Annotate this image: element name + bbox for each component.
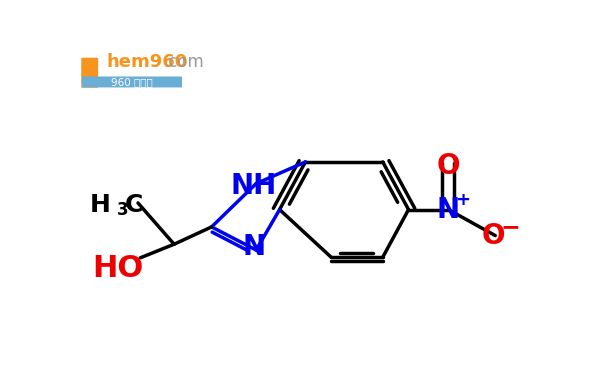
Text: HO: HO: [92, 254, 143, 283]
Text: O: O: [481, 222, 505, 250]
Text: hem960: hem960: [106, 53, 188, 71]
Text: NH: NH: [231, 172, 277, 201]
FancyBboxPatch shape: [82, 76, 182, 87]
Text: 3: 3: [116, 201, 128, 219]
FancyBboxPatch shape: [81, 58, 98, 88]
Text: N: N: [437, 196, 460, 223]
Text: .com: .com: [163, 53, 204, 71]
Text: N: N: [242, 233, 266, 261]
Text: −: −: [501, 215, 521, 239]
Text: C: C: [125, 193, 143, 217]
Text: +: +: [455, 191, 470, 209]
Text: 960 化工网: 960 化工网: [111, 77, 153, 87]
Text: O: O: [437, 152, 460, 180]
Text: H: H: [90, 193, 111, 217]
